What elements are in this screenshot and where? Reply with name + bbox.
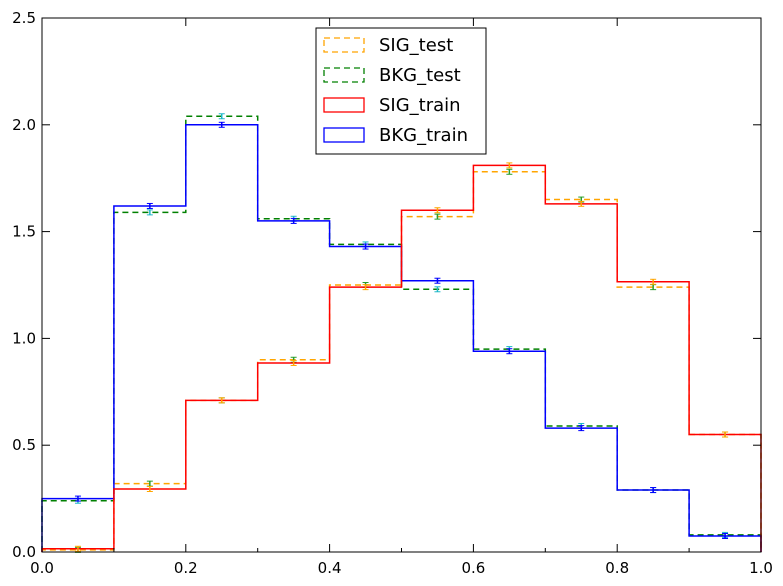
y-tick-label: 2.5 (12, 9, 36, 27)
plot-area (41, 113, 762, 553)
x-tick-label: 0.6 (461, 559, 485, 577)
x-tick-label: 0.2 (174, 559, 198, 577)
legend-label-sig-test: SIG_test (379, 35, 453, 56)
y-tick-label: 1.0 (12, 329, 36, 347)
y-tick-label: 0.0 (12, 543, 36, 561)
legend-label-bkg-train: BKG_train (379, 125, 468, 146)
legend-label-sig-train: SIG_train (379, 95, 461, 116)
x-tick-label: 0.0 (30, 559, 54, 577)
axes: 0.0 0.2 0.4 0.6 0.8 1.0 0.0 0.5 1.0 1.5 2.0 2.5 (12, 9, 773, 577)
legend-label-bkg-test: BKG_test (379, 65, 461, 86)
legend-handle-sig-train (323, 97, 365, 113)
y-tick-label: 0.5 (12, 436, 36, 454)
legend: SIG_test BKG_test SIG_train BKG_train (315, 27, 487, 155)
legend-box (315, 27, 487, 155)
legend-handle-bkg-train (323, 127, 365, 143)
x-tick-label: 1.0 (749, 559, 773, 577)
y-tick-label: 1.5 (12, 223, 36, 241)
y-tick-label: 2.0 (12, 116, 36, 134)
x-tick-label: 0.4 (318, 559, 342, 577)
x-tick-label: 0.8 (605, 559, 629, 577)
legend-handle-sig-test (323, 37, 365, 53)
legend-handle-bkg-test (323, 67, 365, 83)
